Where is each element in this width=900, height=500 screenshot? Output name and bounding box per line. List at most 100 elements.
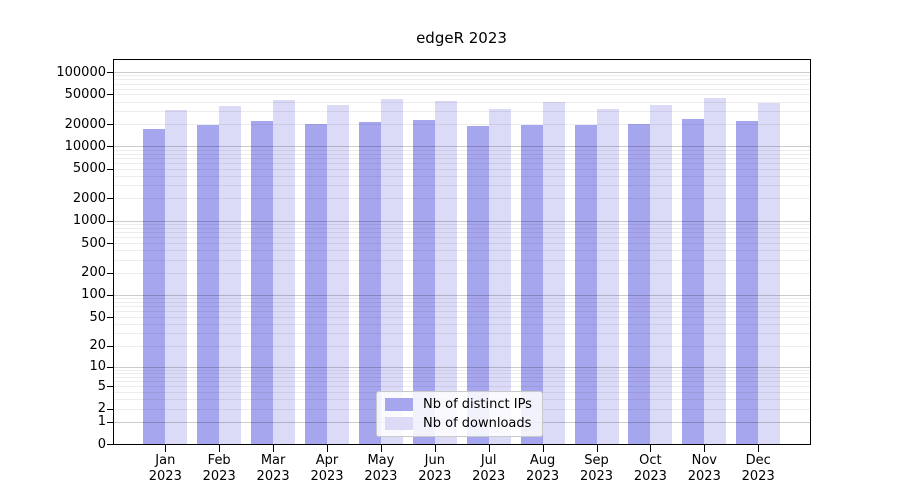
bar-ips-jan [143,128,166,444]
y-tick-label-2: 2 [97,401,106,416]
bar-downloads-dec [758,102,781,444]
bar-ips-dec [736,120,759,444]
x-tick-apr [327,445,328,452]
x-tick-label-jan: Jan 2023 [137,453,193,485]
bar-downloads-feb [219,106,242,444]
x-label-month: Feb [207,453,231,468]
x-label-month: Jan [155,453,176,468]
x-tick-sep [596,445,598,452]
y-tick-10 [107,366,113,368]
bars-layer [114,60,810,444]
legend-label-distinct-ips: Nb of distinct IPs [423,397,532,412]
bar-ips-jun [412,119,435,444]
x-tick-feb [219,445,221,452]
bar-ips-may [358,121,381,444]
x-tick-oct [650,445,652,452]
x-label-year: 2023 [310,469,344,484]
y-tick-0 [107,444,113,445]
y-tick-label-100000: 100000 [56,64,106,80]
y-tick-5000 [107,168,113,170]
x-tick-jan [165,445,167,452]
bar-downloads-jun [434,100,457,444]
y-tick-50000 [107,94,113,96]
legend-swatch-downloads [385,417,413,430]
x-label-year: 2023 [202,469,236,484]
y-tick-100000 [107,72,113,73]
x-label-month: Aug [529,453,556,468]
y-tick-20000 [107,124,113,125]
bar-downloads-oct [650,104,673,444]
x-label-month: Nov [691,453,717,468]
x-tick-label-oct: Oct 2023 [622,453,678,485]
legend-row-downloads: Nb of downloads [385,416,534,431]
y-tick-label-1000: 1000 [72,213,106,229]
x-tick-label-feb: Feb 2023 [191,453,247,485]
bar-downloads-mar [273,100,296,444]
x-tick-nov [704,445,706,452]
x-label-month: Sep [584,453,609,468]
x-tick-label-aug: Aug 2023 [515,453,571,485]
bar-ips-feb [197,124,220,444]
bar-downloads-jul [488,108,511,444]
bar-downloads-sep [596,108,619,444]
y-tick-label-50000: 50000 [64,86,106,102]
bar-ips-sep [574,125,597,444]
y-tick-200 [107,272,113,274]
bar-downloads-jan [165,109,188,444]
y-tick-label-0: 0 [97,436,106,452]
x-label-month: Oct [639,453,662,468]
x-label-month: Dec [745,453,771,468]
x-tick-label-jun: Jun 2023 [407,453,463,485]
bar-ips-mar [251,120,274,444]
bar-downloads-apr [327,105,349,444]
x-tick-mar [273,445,275,452]
bar-ips-aug [520,124,543,444]
x-label-year: 2023 [579,469,614,484]
legend: Nb of distinct IPs Nb of downloads [376,391,543,437]
x-label-month: May [367,453,395,468]
chart-title: edgeR 2023 [416,29,507,47]
plot-area: Nb of distinct IPs Nb of downloads 10000… [56,59,811,484]
x-tick-label-mar: Mar 2023 [245,453,301,485]
x-label-month: Mar [260,453,286,468]
y-tick-label-10000: 10000 [64,138,106,154]
y-tick-label-200: 200 [81,265,106,281]
y-tick-label-100: 100 [81,287,106,303]
x-tick-aug [542,445,544,452]
x-tick-label-nov: Nov 2023 [676,453,732,485]
bar-downloads-aug [542,101,565,444]
x-label-year: 2023 [364,469,398,484]
x-label-year: 2023 [472,469,506,484]
x-tick-label-sep: Sep 2023 [569,453,625,485]
y-tick-label-2000: 2000 [72,190,106,206]
y-tick-20 [107,345,113,347]
y-tick-label-500: 500 [81,235,106,251]
y-tick-label-5: 5 [97,378,106,394]
x-label-year: 2023 [687,469,721,484]
x-label-year: 2023 [526,469,560,484]
bar-ips-nov [682,118,705,444]
x-label-month: Jun [424,453,445,468]
y-tick-label-20: 20 [89,338,106,354]
y-tick-1000 [107,220,113,222]
x-tick-label-jul: Jul 2023 [461,453,517,485]
y-tick-5 [107,386,113,388]
x-label-month: Apr [315,453,339,468]
y-tick-1 [107,421,113,423]
x-label-year: 2023 [633,469,667,484]
x-label-year: 2023 [741,469,775,484]
x-tick-dec [758,445,760,452]
x-label-year: 2023 [148,469,182,484]
x-label-year: 2023 [418,469,452,484]
y-tick-label-1: 1 [97,414,106,430]
bar-ips-jul [466,126,489,444]
y-tick-2 [107,408,113,410]
y-tick-label-50: 50 [89,309,106,325]
x-tick-jul [488,445,490,452]
y-tick-10000 [107,146,113,148]
x-label-month: Jul [480,453,497,468]
x-tick-label-apr: Apr 2023 [299,453,355,485]
y-tick-500 [107,243,113,245]
bar-ips-apr [305,124,327,444]
